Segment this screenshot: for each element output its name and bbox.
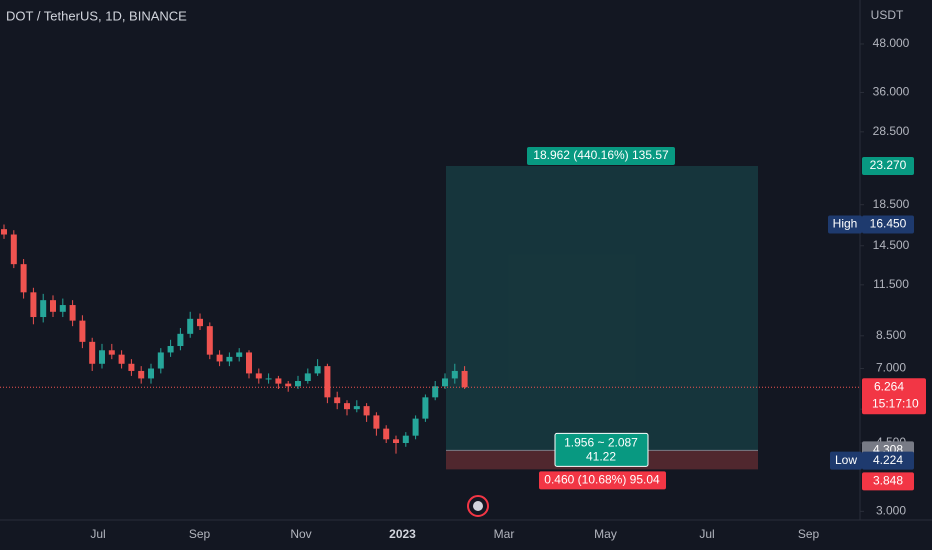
target-label: 18.962 (440.16%) 135.57 (533, 148, 669, 162)
x-tick-label: Jul (699, 527, 714, 541)
ratio-label-box (554, 432, 649, 467)
high-tag: 16.450 (870, 217, 907, 231)
candle-body (285, 383, 292, 387)
candle-body (236, 352, 243, 357)
candle-body (324, 366, 331, 398)
event-icon-inner (473, 501, 483, 511)
y-tick-label: 14.500 (873, 238, 910, 252)
last-price-box (862, 378, 926, 415)
candle-body (10, 234, 17, 265)
y-tick-label: 28.500 (873, 124, 910, 138)
candle-body (402, 435, 409, 444)
last-price-tag: 6.264 (874, 379, 904, 393)
candle-body (363, 406, 370, 416)
candle-body (295, 381, 301, 387)
y-tick-label: 18.500 (873, 197, 910, 211)
candle-body (79, 320, 86, 342)
candle-body (138, 370, 145, 379)
high-tag-box (862, 215, 914, 234)
chart-title: DOT / TetherUS, 1D, BINANCE (6, 8, 187, 23)
y-tick-label: 8.500 (876, 328, 906, 342)
candle-body (314, 366, 321, 374)
candle-body (275, 378, 282, 384)
candle-body (246, 352, 252, 374)
stop-label: 0.460 (10.68%) 95.04 (544, 473, 660, 487)
candle-body (1, 229, 7, 235)
candle-body (99, 350, 105, 364)
candle-body (226, 356, 233, 362)
candle-body (177, 333, 184, 347)
candle-body (89, 341, 96, 364)
stop-label-box (539, 471, 666, 490)
stop-tag-box (862, 472, 914, 491)
x-tick-label: Jul (90, 527, 105, 541)
high-name: High (833, 217, 858, 231)
candle-body (373, 415, 380, 429)
candle-body (451, 370, 458, 379)
candle-body (128, 363, 135, 371)
candle-body (167, 346, 174, 353)
candle-body (197, 318, 203, 327)
candle-body (432, 386, 439, 398)
candle-body (157, 352, 164, 369)
low-tag-box (862, 451, 914, 470)
candle-body (216, 354, 223, 362)
high-name-box (828, 215, 862, 234)
x-tick-label: Nov (290, 527, 311, 541)
candle-body (108, 350, 115, 355)
profit-zone (446, 166, 758, 451)
x-tick-label: Sep (189, 527, 211, 541)
candle-body (20, 264, 27, 293)
low-tag: 4.224 (873, 453, 903, 467)
candle-body (393, 439, 399, 444)
candle-body (461, 370, 468, 388)
target-tag: 23.270 (870, 158, 907, 172)
candle-body (69, 305, 76, 321)
ratio-label: 1.956 ~ 2.087 (564, 436, 638, 450)
candle-body (206, 326, 213, 355)
candle-body (187, 318, 194, 334)
candle-body (40, 300, 47, 318)
candle-body (118, 354, 125, 364)
y-tick-label: 7.000 (876, 361, 906, 375)
x-tick-label: 2023 (389, 527, 416, 541)
candle-body (442, 378, 448, 387)
qty-label: 41.22 (586, 450, 616, 464)
candle-body (353, 406, 360, 410)
target-tag-box (862, 157, 914, 176)
currency-label: USDT (871, 8, 904, 22)
candle-body (412, 418, 419, 436)
candle-body (304, 373, 311, 382)
y-tick-label: 3.000 (876, 504, 906, 518)
candle-body (59, 305, 66, 312)
y-tick-label: 48.000 (873, 36, 910, 50)
candle-body (383, 428, 390, 440)
y-tick-label: 11.500 (873, 277, 909, 291)
low-name: Low (835, 453, 857, 467)
target-label-box (527, 147, 675, 166)
y-tick-label: 36.000 (873, 85, 910, 99)
candle-body (265, 378, 272, 380)
countdown: 15:17:10 (872, 396, 919, 410)
candle-body (334, 397, 341, 404)
candle-body (255, 373, 262, 379)
candle-body (422, 397, 429, 419)
candle-body (30, 292, 37, 318)
stop-tag: 3.848 (873, 474, 903, 488)
candle-body (148, 368, 154, 379)
low-name-box (830, 451, 862, 470)
x-tick-label: Sep (798, 527, 820, 541)
x-tick-label: Mar (494, 527, 515, 541)
candle-body (50, 300, 56, 312)
candle-body (344, 403, 350, 410)
x-tick-label: May (594, 527, 617, 541)
